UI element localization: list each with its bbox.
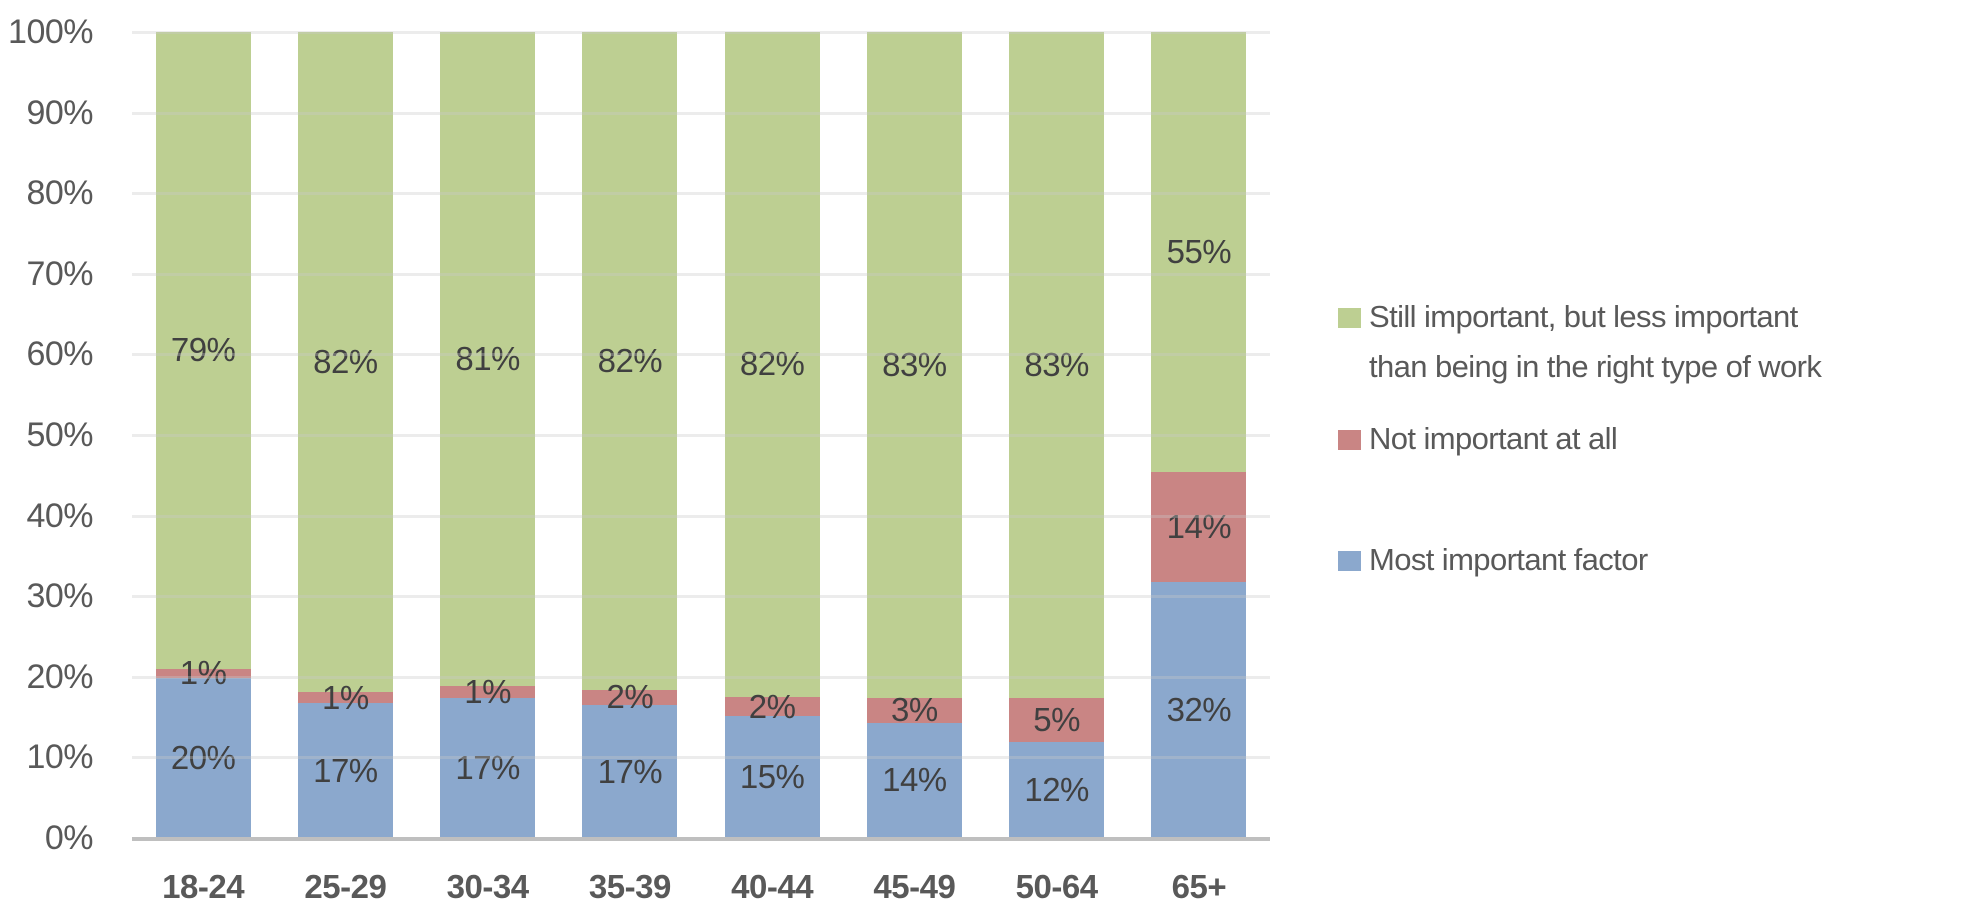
y-tick-label: 100% <box>8 13 93 51</box>
bar-segment <box>1009 742 1105 838</box>
gridline <box>132 31 1270 34</box>
bar-segment <box>440 685 536 698</box>
data-label: 82% <box>313 343 378 381</box>
y-tick-label: 70% <box>26 254 93 293</box>
bar-35-39: 17% 2% 82% <box>582 32 678 838</box>
bar-45-49: 14% 3% 83% <box>866 32 962 838</box>
gridline <box>132 434 1270 437</box>
bar-segment <box>582 689 678 705</box>
legend-swatch-green <box>1338 308 1361 328</box>
y-tick-label: 10% <box>26 738 93 777</box>
x-tick-label: 65+ <box>1171 868 1227 905</box>
legend-swatch-red <box>1338 430 1361 450</box>
legend-label-line2: than being in the right type of work <box>1369 349 1822 384</box>
bar-segment <box>155 677 251 838</box>
bar-segment <box>866 697 962 723</box>
x-tick-label: 40-44 <box>731 868 814 905</box>
y-tick-label: 40% <box>26 496 93 535</box>
data-label: 83% <box>882 345 947 383</box>
legend-label: Not important at all <box>1369 421 1618 456</box>
bar-segment <box>724 696 820 717</box>
gridline <box>132 272 1270 276</box>
data-label: 20% <box>170 738 236 776</box>
data-label: 55% <box>1166 233 1232 271</box>
gridline <box>132 192 1270 196</box>
data-label: 82% <box>597 341 663 379</box>
bar-segment <box>724 716 820 838</box>
bar-segment <box>1009 32 1105 698</box>
x-tick-label: 25-29 <box>304 868 387 905</box>
gridline <box>132 353 1270 357</box>
data-label: 82% <box>739 345 805 383</box>
bar-segment <box>582 32 678 690</box>
data-label: 1% <box>464 672 511 710</box>
bar-segment <box>1151 581 1247 838</box>
data-label: 1% <box>179 654 227 692</box>
data-label: 2% <box>748 687 796 725</box>
data-label: 14% <box>1166 507 1232 545</box>
x-tick-label: 35-39 <box>588 868 671 905</box>
data-label: 12% <box>1024 771 1089 809</box>
bar-segment <box>155 32 251 669</box>
bar-18-24: 20% 1% 79% <box>155 32 251 838</box>
x-tick-label: 45-49 <box>873 868 956 905</box>
y-tick-label: 20% <box>26 657 93 696</box>
y-tick-label: 80% <box>26 174 93 213</box>
y-tick-label: 0% <box>44 819 94 857</box>
legend-swatch-blue <box>1338 551 1361 571</box>
bar-segment <box>155 668 251 678</box>
data-label: 17% <box>597 752 663 790</box>
bar-40-44: 15% 2% 82% <box>724 32 820 838</box>
bar-segment <box>297 703 393 838</box>
data-label: 3% <box>891 691 938 729</box>
data-label: 17% <box>455 748 520 786</box>
data-label: 79% <box>170 331 236 369</box>
bar-segment <box>440 697 536 838</box>
bar-segment <box>582 705 678 838</box>
bar-50-64: 12% 5% 83% <box>1009 32 1105 838</box>
legend-label: Most important factor <box>1369 542 1648 577</box>
bar-segment <box>440 32 536 686</box>
bar-segment <box>297 32 393 693</box>
bar-65+: 32% 14% 55% <box>1151 32 1247 838</box>
gridline <box>132 595 1270 599</box>
x-tick-label: 30-34 <box>446 868 529 905</box>
x-axis-line <box>132 837 1270 841</box>
gridline <box>132 756 1270 760</box>
gridline <box>132 514 1270 518</box>
bar-segment <box>866 32 962 698</box>
bar-segment <box>297 692 393 704</box>
data-label: 2% <box>606 678 654 716</box>
data-label: 17% <box>313 751 378 789</box>
data-label: 14% <box>882 761 947 799</box>
gridline <box>132 111 1270 115</box>
bar-25-29: 17% 1% 82% <box>297 32 393 838</box>
bar-30-34: 17% 1% 81% <box>440 32 536 838</box>
y-tick-label: 30% <box>26 577 93 616</box>
x-tick-label: 50-64 <box>1015 868 1098 905</box>
gridline <box>132 675 1270 679</box>
data-label: 81% <box>455 339 520 377</box>
data-label: 32% <box>1166 690 1232 728</box>
y-tick-label: 50% <box>26 416 93 454</box>
bar-segment <box>866 722 962 838</box>
data-label: 83% <box>1024 345 1089 383</box>
bar-segment <box>1151 472 1247 582</box>
data-label: 1% <box>322 678 369 716</box>
data-label: 15% <box>739 758 805 796</box>
bar-segment <box>724 32 820 697</box>
x-tick-label: 18-24 <box>162 868 245 905</box>
bar-segment <box>1009 697 1105 743</box>
data-label: 5% <box>1033 700 1080 738</box>
bar-segment <box>1151 32 1247 473</box>
y-tick-label: 90% <box>26 93 93 132</box>
y-tick-label: 60% <box>26 335 93 374</box>
legend-label-line1: Still important, but less important <box>1369 299 1798 334</box>
